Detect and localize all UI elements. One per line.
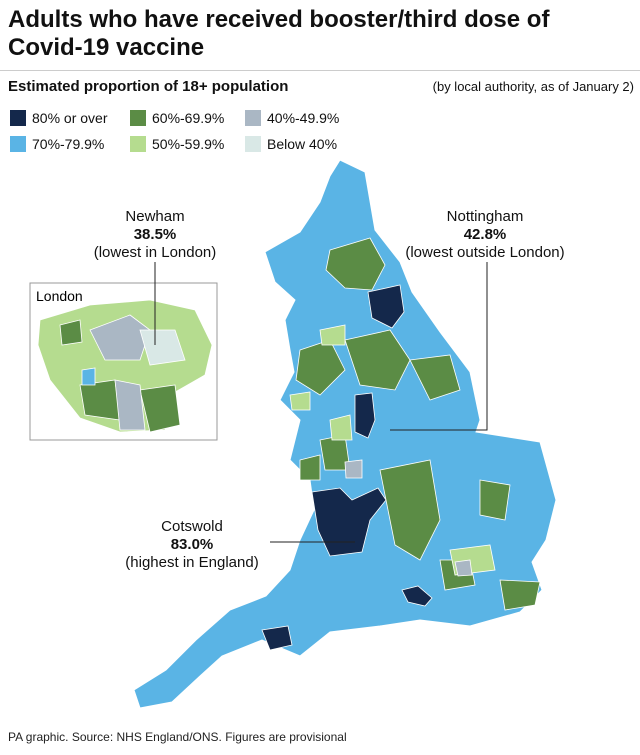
legend-swatch xyxy=(10,136,26,152)
legend-label: 70%-79.9% xyxy=(32,136,104,152)
legend-swatch xyxy=(10,110,26,126)
legend: 80% or over 70%-79.9% 60%-69.9% 50%-59.9% 40… xyxy=(10,110,339,152)
legend-label: 60%-69.9% xyxy=(152,110,224,126)
rule xyxy=(0,70,640,71)
inset-label: London xyxy=(36,288,83,304)
legend-swatch xyxy=(130,110,146,126)
annotation-name: Cotswold xyxy=(161,518,223,535)
legend-swatch xyxy=(245,136,261,152)
annotation-note: (lowest in London) xyxy=(94,244,217,261)
annotation-value: 38.5% xyxy=(134,226,177,243)
annotation-note: (lowest outside London) xyxy=(405,244,564,261)
note: (by local authority, as of January 2) xyxy=(432,79,634,94)
grey-areas xyxy=(344,459,473,577)
leader-line xyxy=(390,262,488,431)
title: Adults who have received booster/third d… xyxy=(8,6,550,61)
legend-swatch xyxy=(245,110,261,126)
annotation-name: Nottingham xyxy=(447,208,524,225)
map: 80% or over 70%-79.9% 60%-69.9% 50%-59.9% 40… xyxy=(10,110,565,709)
legend-swatch xyxy=(130,136,146,152)
legend-label: 80% or over xyxy=(32,110,108,126)
navy-areas xyxy=(261,284,433,651)
legend-label: Below 40% xyxy=(267,136,337,152)
legend-label: 40%-49.9% xyxy=(267,110,339,126)
footer: PA graphic. Source: NHS England/ONS. Fig… xyxy=(8,730,347,744)
annotation-value: 83.0% xyxy=(171,536,214,553)
light-green-areas xyxy=(289,324,496,576)
annotation-value: 42.8% xyxy=(464,226,507,243)
annotation-note: (highest in England) xyxy=(125,554,258,571)
subtitle: Estimated proportion of 18+ population xyxy=(8,78,289,95)
annotation-name: Newham xyxy=(125,208,184,225)
legend-label: 50%-59.9% xyxy=(152,136,224,152)
london xyxy=(37,299,213,433)
